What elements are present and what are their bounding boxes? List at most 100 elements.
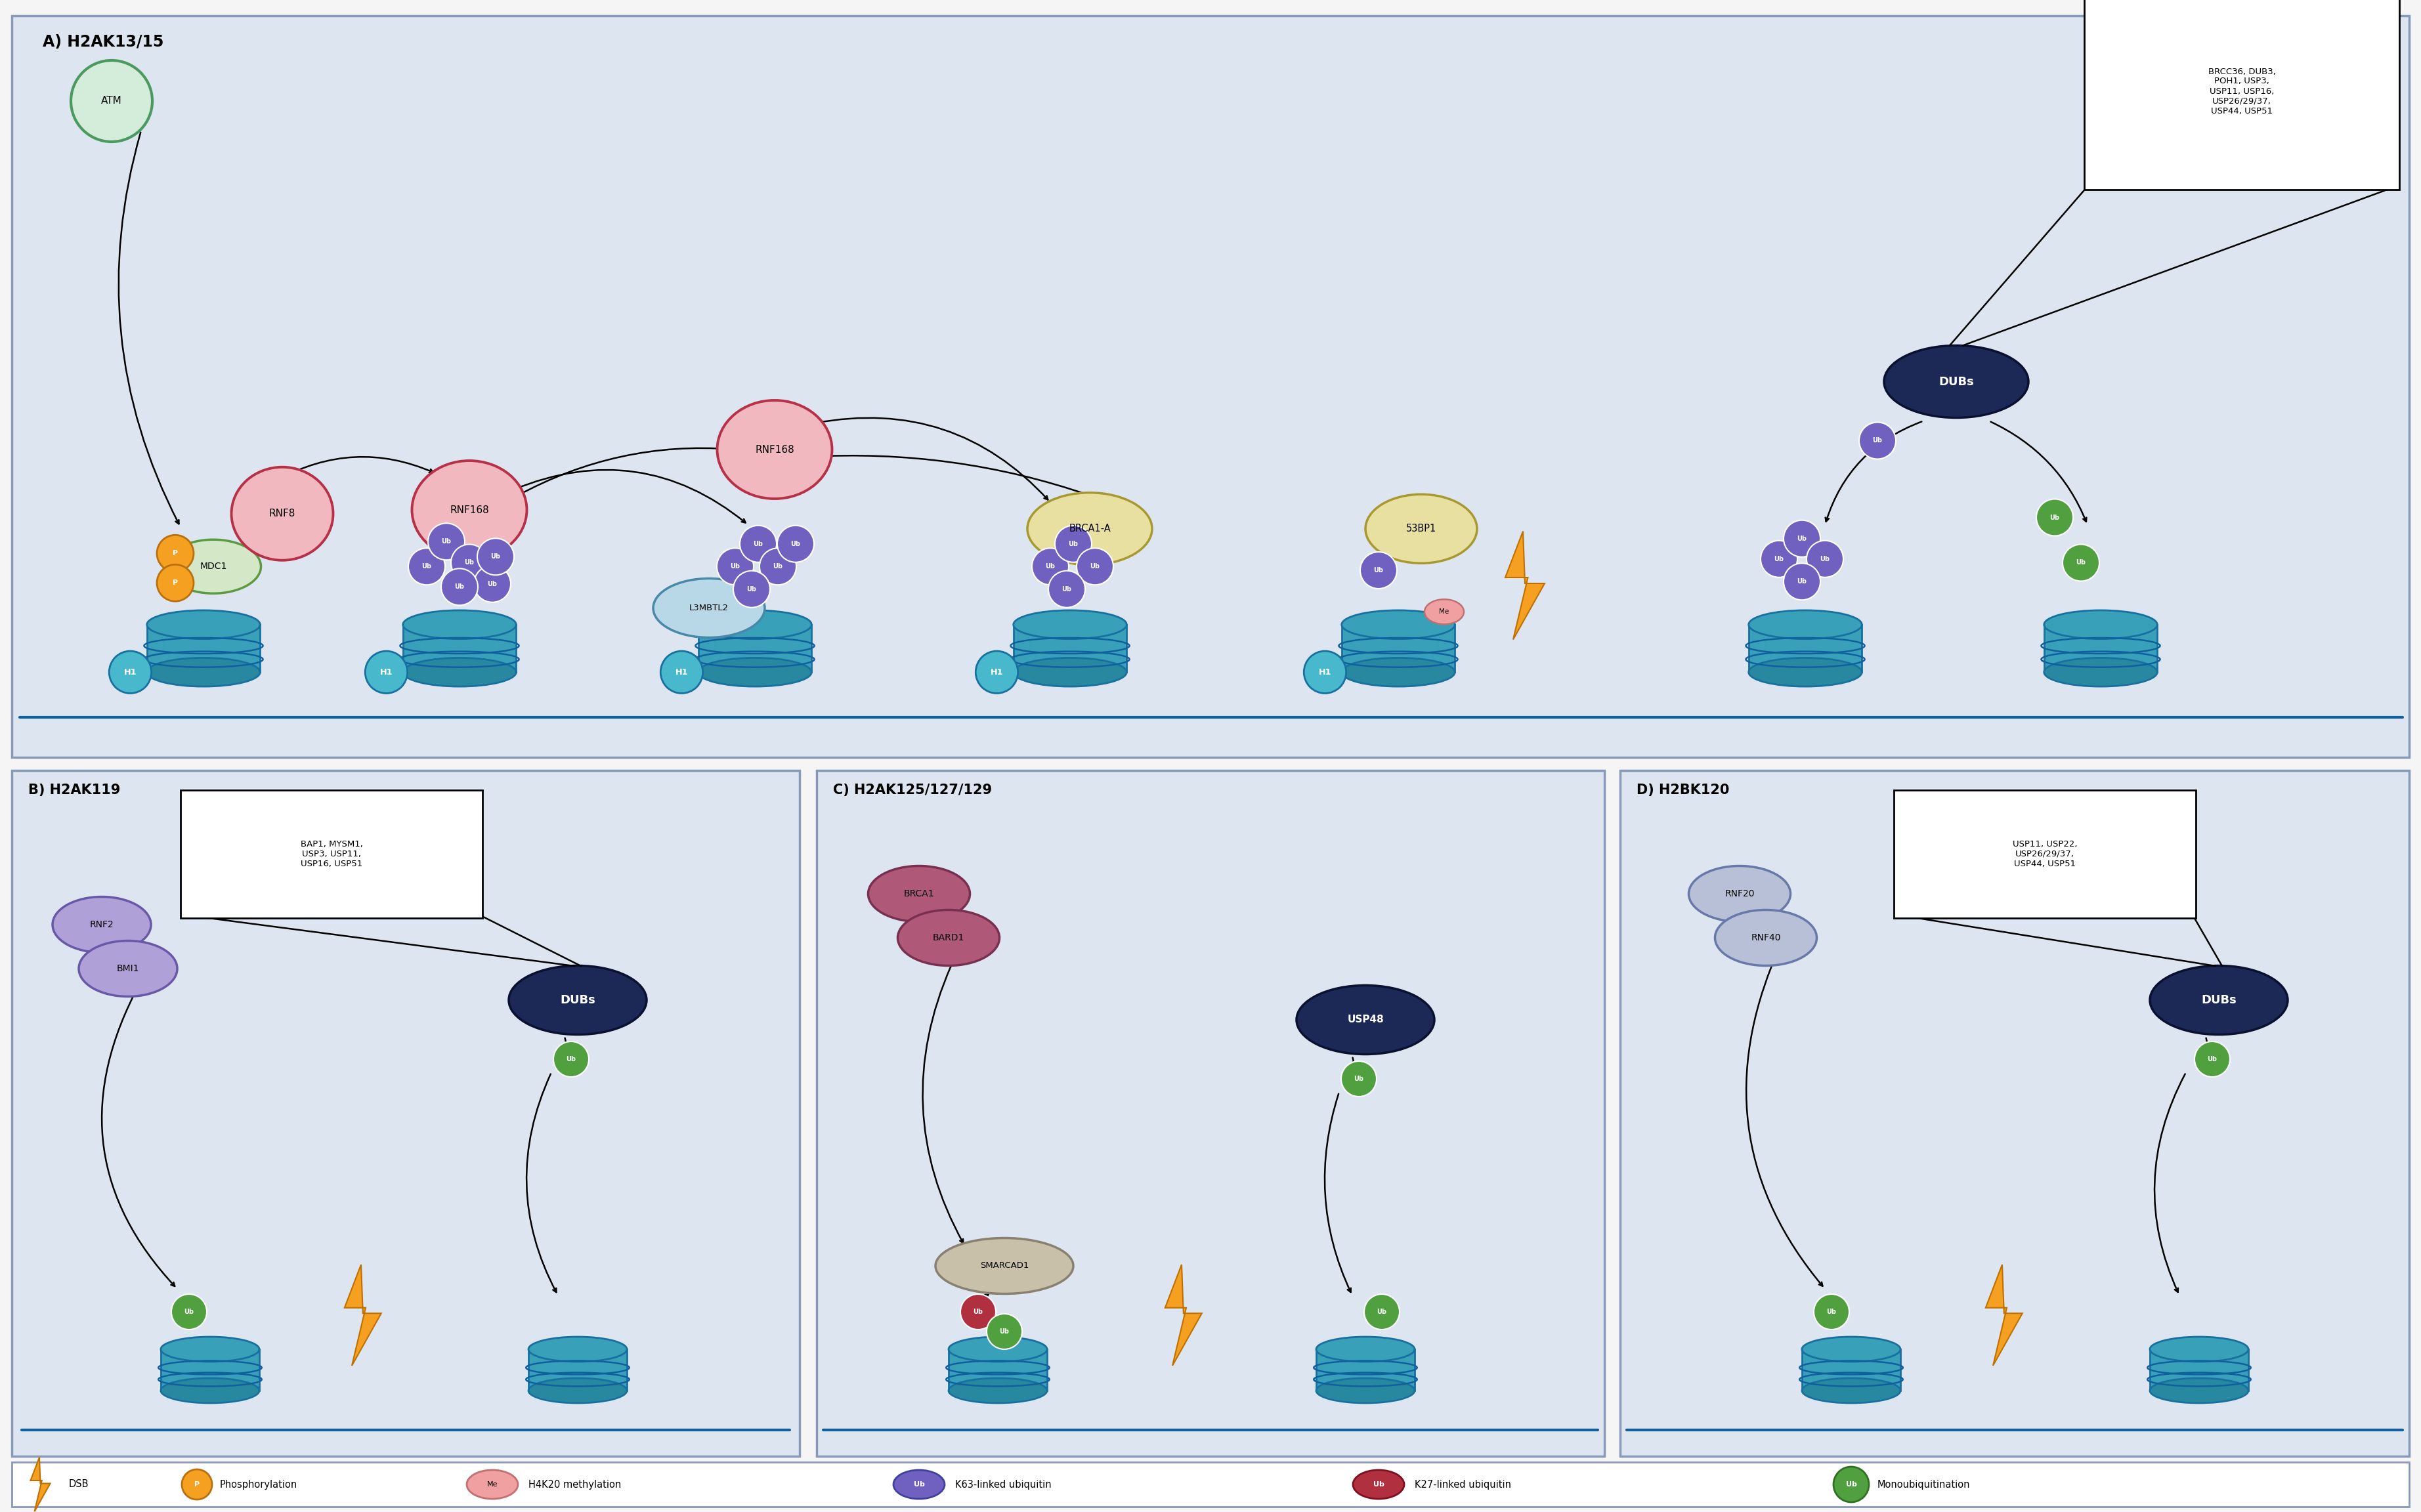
Polygon shape — [2150, 1349, 2249, 1391]
Ellipse shape — [697, 658, 811, 686]
Circle shape — [429, 523, 465, 559]
Text: H1: H1 — [675, 668, 688, 676]
Ellipse shape — [935, 1238, 1073, 1294]
Text: USP11, USP22,
USP26/29/37,
USP44, USP51: USP11, USP22, USP26/29/37, USP44, USP51 — [2012, 841, 2077, 868]
Ellipse shape — [654, 579, 765, 638]
Text: B) H2AK119: B) H2AK119 — [29, 783, 121, 797]
Circle shape — [2063, 544, 2099, 581]
Text: H1: H1 — [990, 668, 1002, 676]
Text: RNF8: RNF8 — [269, 508, 295, 519]
Ellipse shape — [893, 1470, 944, 1498]
Polygon shape — [1341, 624, 1455, 673]
Circle shape — [475, 565, 511, 602]
Text: Ub: Ub — [772, 564, 782, 570]
Ellipse shape — [1884, 346, 2029, 417]
Text: Ub: Ub — [731, 564, 741, 570]
Text: RNF168: RNF168 — [755, 445, 794, 455]
Text: Ub: Ub — [1353, 1075, 1363, 1083]
Circle shape — [988, 1314, 1022, 1349]
Ellipse shape — [53, 897, 150, 953]
Circle shape — [1760, 541, 1796, 578]
Ellipse shape — [697, 611, 811, 640]
Text: DUBs: DUBs — [2201, 995, 2237, 1005]
Text: Ub: Ub — [441, 538, 450, 544]
Text: Ub: Ub — [1046, 564, 1056, 570]
Ellipse shape — [1341, 658, 1455, 686]
Ellipse shape — [1027, 493, 1152, 565]
Circle shape — [554, 1042, 588, 1077]
Ellipse shape — [1317, 1377, 1414, 1403]
Circle shape — [1305, 652, 1346, 694]
Circle shape — [760, 549, 797, 585]
Circle shape — [1833, 1467, 1869, 1501]
Text: Ub: Ub — [1871, 437, 1884, 445]
Text: BARD1: BARD1 — [932, 933, 964, 942]
Polygon shape — [1165, 1264, 1201, 1365]
Ellipse shape — [412, 461, 528, 559]
Circle shape — [172, 1294, 206, 1329]
Text: Ub: Ub — [1373, 567, 1382, 573]
Text: Ub: Ub — [2208, 1055, 2218, 1063]
Circle shape — [1361, 552, 1397, 588]
Text: H1: H1 — [1319, 668, 1332, 676]
Ellipse shape — [1298, 986, 1433, 1054]
Polygon shape — [148, 624, 259, 673]
Text: BAP1, MYSM1,
USP3, USP11,
USP16, USP51: BAP1, MYSM1, USP3, USP11, USP16, USP51 — [300, 841, 363, 868]
FancyBboxPatch shape — [1893, 791, 2196, 918]
Ellipse shape — [467, 1470, 518, 1498]
Text: Phosphorylation: Phosphorylation — [220, 1480, 298, 1489]
Ellipse shape — [2043, 658, 2157, 686]
Polygon shape — [1985, 1264, 2022, 1365]
Text: Ub: Ub — [746, 585, 755, 593]
Circle shape — [734, 570, 770, 608]
Text: D) H2BK120: D) H2BK120 — [1637, 783, 1729, 797]
Circle shape — [1048, 570, 1085, 608]
Circle shape — [1813, 1294, 1850, 1329]
FancyBboxPatch shape — [2084, 0, 2399, 189]
Circle shape — [1077, 549, 1114, 585]
Text: RNF168: RNF168 — [450, 505, 489, 514]
Circle shape — [441, 569, 477, 605]
Text: 53BP1: 53BP1 — [1407, 523, 1436, 534]
Ellipse shape — [232, 467, 334, 561]
Ellipse shape — [949, 1337, 1046, 1362]
Text: C) H2AK125/127/129: C) H2AK125/127/129 — [833, 783, 993, 797]
Ellipse shape — [165, 540, 261, 593]
Ellipse shape — [2150, 1337, 2249, 1362]
Text: BRCA1: BRCA1 — [903, 889, 935, 898]
Circle shape — [157, 535, 194, 572]
Text: ATM: ATM — [102, 97, 121, 106]
Ellipse shape — [1341, 611, 1455, 640]
Text: H1: H1 — [123, 668, 136, 676]
Circle shape — [157, 564, 194, 602]
Text: DUBs: DUBs — [1939, 375, 1973, 387]
Text: Ub: Ub — [184, 1308, 194, 1315]
Circle shape — [961, 1294, 995, 1329]
Text: DUBs: DUBs — [559, 995, 596, 1005]
Text: L3MBTL2: L3MBTL2 — [690, 603, 729, 612]
Circle shape — [70, 60, 153, 142]
Polygon shape — [1317, 1349, 1414, 1391]
Ellipse shape — [148, 658, 259, 686]
Ellipse shape — [402, 611, 516, 640]
Circle shape — [1341, 1061, 1378, 1096]
FancyBboxPatch shape — [12, 15, 2409, 758]
Text: Ub: Ub — [1825, 1308, 1838, 1315]
Circle shape — [2036, 499, 2072, 535]
Ellipse shape — [402, 658, 516, 686]
Polygon shape — [1014, 624, 1126, 673]
Text: SMARCAD1: SMARCAD1 — [981, 1261, 1029, 1270]
Ellipse shape — [1748, 611, 1862, 640]
Text: Ub: Ub — [567, 1055, 576, 1063]
Ellipse shape — [869, 866, 971, 922]
Polygon shape — [697, 624, 811, 673]
Ellipse shape — [508, 966, 646, 1034]
Ellipse shape — [2043, 611, 2157, 640]
Ellipse shape — [528, 1377, 627, 1403]
Text: P: P — [172, 579, 177, 587]
Text: Ub: Ub — [1821, 556, 1830, 562]
Text: Monoubiquitination: Monoubiquitination — [1876, 1480, 1971, 1489]
Text: DSB: DSB — [68, 1480, 90, 1489]
Circle shape — [1859, 422, 1896, 460]
FancyBboxPatch shape — [1620, 771, 2409, 1456]
